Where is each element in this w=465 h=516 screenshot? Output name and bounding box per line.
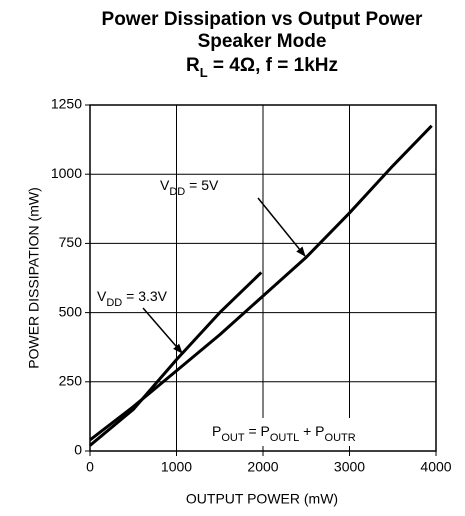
x-tick-label: 2000 <box>247 459 278 475</box>
x-axis-label: OUTPUT POWER (mW) <box>186 491 338 507</box>
x-tick-label: 4000 <box>420 459 451 475</box>
chart-subtitle: Speaker Mode <box>198 31 327 52</box>
text-part: = P <box>245 423 270 439</box>
text-part: OUTR <box>325 432 356 444</box>
x-tick-label: 3000 <box>334 459 365 475</box>
text-part: DD <box>169 186 185 198</box>
text-part: V <box>97 288 107 304</box>
series-line <box>89 271 263 447</box>
text-part: OUTL <box>270 432 299 444</box>
y-axis-label: POWER DISSIPATION (mW) <box>26 187 42 368</box>
series-label: VDD = 3.3V <box>97 288 168 309</box>
series-line <box>89 124 433 442</box>
x-tick-label: 1000 <box>161 459 192 475</box>
annotation-box <box>207 418 426 446</box>
plot-frame <box>89 104 437 452</box>
annotation: POUT = POUTL + POUTR <box>212 423 356 444</box>
text-part: P <box>212 423 221 439</box>
y-tick-label: 1000 <box>51 165 82 181</box>
text-part: R <box>186 55 200 76</box>
series-label: VDD = 5V <box>160 177 219 198</box>
text-part: V <box>160 177 170 193</box>
text-part: = 3.3V <box>122 288 167 304</box>
label-arrow <box>142 307 183 354</box>
y-tick-label: 1250 <box>51 96 82 112</box>
y-tick-label: 250 <box>59 373 83 389</box>
chart-conditions: RL = 4Ω, f = 1kHz <box>186 55 338 80</box>
y-tick-label: 0 <box>74 442 82 458</box>
y-tick-label: 500 <box>59 303 83 319</box>
label-arrow <box>257 197 306 257</box>
x-tick-label: 0 <box>86 459 94 475</box>
text-part: L <box>200 65 208 80</box>
text-part: = 5V <box>185 177 219 193</box>
text-part: OUT <box>221 432 245 444</box>
chart-title: Power Dissipation vs Output Power <box>102 9 424 30</box>
text-part: + P <box>299 423 324 439</box>
y-tick-label: 750 <box>59 234 83 250</box>
text-part: = 4Ω, f = 1kHz <box>208 55 338 76</box>
text-part: DD <box>106 297 122 309</box>
